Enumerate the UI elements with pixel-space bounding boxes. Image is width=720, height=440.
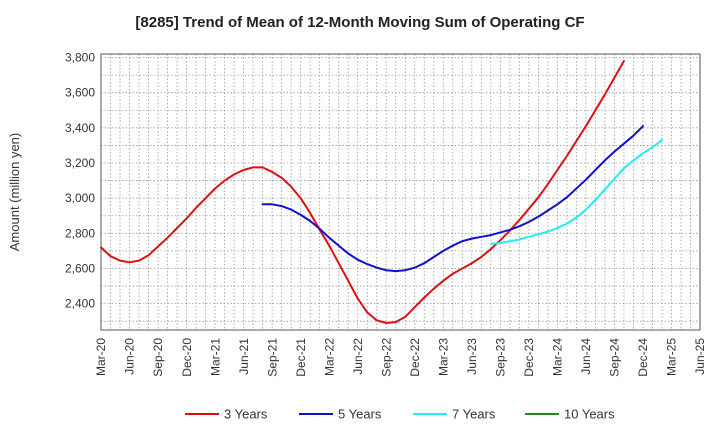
series-line-3-years <box>100 60 625 324</box>
legend-label: 5 Years <box>338 407 382 422</box>
x-tick-label: Jun-21 <box>237 338 251 375</box>
x-tick-label: Mar-24 <box>551 338 565 376</box>
x-tick-label: Jun-20 <box>123 338 137 375</box>
x-tick-label: Dec-22 <box>408 338 422 377</box>
axes: 2,400 2,600 2,800 3,000 3,200 3,400 3,600 3,800… <box>7 51 707 377</box>
x-tick-label: Sep-20 <box>151 338 165 377</box>
legend-label: 3 Years <box>224 407 268 422</box>
x-tick-label: Dec-20 <box>180 338 194 377</box>
series-lines <box>100 60 663 324</box>
y-axis-title: Amount (million yen) <box>7 133 22 252</box>
plot-frame <box>100 53 701 331</box>
y-tick-label: 3,000 <box>65 191 95 205</box>
y-tick-label: 3,400 <box>65 121 95 135</box>
x-tick-label: Dec-24 <box>636 338 650 377</box>
x-tick-label: Dec-23 <box>522 338 536 377</box>
x-tick-label: Mar-23 <box>436 338 450 376</box>
x-tick-label: Sep-21 <box>265 338 279 377</box>
y-tick-label: 2,800 <box>65 226 95 240</box>
y-tick-label: 2,600 <box>65 261 95 275</box>
x-tick-label: Sep-23 <box>494 338 508 377</box>
series-line-7-years <box>489 139 663 245</box>
x-tick-label: Jun-24 <box>579 338 593 375</box>
grid <box>100 54 701 330</box>
x-tick-label: Sep-22 <box>379 338 393 377</box>
chart-title: [8285] Trend of Mean of 12-Month Moving … <box>135 14 585 31</box>
x-tick-label: Mar-21 <box>208 338 222 376</box>
series-line-5-years <box>261 125 644 273</box>
y-tick-label: 3,200 <box>65 156 95 170</box>
x-tick-label: Mar-25 <box>665 338 679 376</box>
x-tick-label: Mar-20 <box>94 338 108 376</box>
y-tick-label: 2,400 <box>65 297 95 311</box>
legend-label: 7 Years <box>452 407 496 422</box>
x-tick-label: Jun-23 <box>465 338 479 375</box>
x-tick-label: Sep-24 <box>608 338 622 377</box>
x-tick-label: Mar-22 <box>322 338 336 376</box>
x-tick-label: Jun-22 <box>351 338 365 375</box>
legend-label: 10 Years <box>564 407 615 422</box>
y-tick-label: 3,600 <box>65 86 95 100</box>
x-tick-label: Jun-25 <box>693 338 707 375</box>
legend: 3 Years 5 Years 7 Years 10 Years <box>185 407 615 422</box>
y-tick-label: 3,800 <box>65 51 95 65</box>
x-tick-label: Dec-21 <box>294 338 308 377</box>
